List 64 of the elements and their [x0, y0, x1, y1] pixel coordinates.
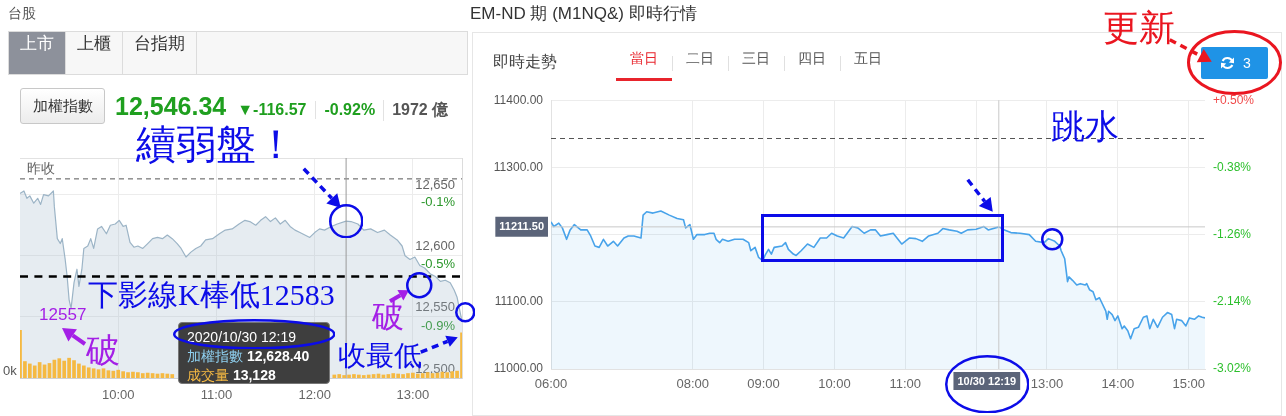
y2-tick-label: -2.14%	[1213, 294, 1252, 309]
tab-bar: 當日 二日 三日 四日 五日	[616, 50, 896, 81]
text: 0k	[3, 363, 17, 378]
text: -0.92%	[315, 101, 376, 119]
ref-line-label: 下影線K棒低12583	[88, 278, 335, 312]
bar	[165, 373, 170, 378]
y-tick-label: 11400.00	[493, 92, 544, 107]
y-tick-label: 11000.00	[493, 361, 544, 376]
bar	[57, 358, 62, 378]
bar	[91, 368, 96, 378]
text: 台股	[8, 5, 36, 23]
x-tick-label: 10:00	[818, 376, 851, 392]
ref-line-label: 11211.50	[499, 220, 544, 233]
text: 即時走勢	[493, 52, 557, 72]
y-tick-label: 12,550	[415, 299, 455, 315]
x-tick-label: 08:00	[676, 376, 709, 392]
x-tick-label: 10:00	[101, 387, 135, 403]
x-tick-label: 09:00	[747, 376, 780, 392]
annotation: 成交量 13,128	[187, 367, 276, 383]
text: 1972 億	[383, 100, 449, 121]
annotation: 續弱盤！	[136, 122, 297, 168]
y-tick-label: 12,600	[415, 238, 455, 254]
button: 3	[1201, 47, 1268, 79]
bar	[332, 374, 337, 378]
x-tick-label: 11:00	[889, 376, 922, 392]
button: 加權指數	[20, 88, 105, 124]
y2-tick-label: -0.5%	[421, 256, 456, 272]
annotation: 破	[371, 298, 404, 335]
y2-tick-label: -1.26%	[1213, 226, 1252, 241]
x-tick-label: 13:00	[1030, 376, 1064, 392]
y2-tick-label: -3.02%	[1213, 361, 1252, 376]
bar	[32, 365, 37, 378]
text: ▼-116.57	[237, 101, 307, 119]
bar	[386, 374, 391, 378]
chart-title: EM-ND 期 (M1NQ&) 即時行情	[470, 3, 697, 25]
bar	[111, 370, 116, 378]
bar	[366, 374, 371, 378]
bar	[445, 372, 450, 378]
annotation: 12557	[39, 305, 87, 325]
ref-line-label: 10/30 12:19	[957, 374, 1017, 387]
x-tick-label: 13:00	[396, 387, 430, 403]
x-tick-label: 14:00	[1101, 376, 1135, 392]
x-tick-label: 06:00	[534, 376, 568, 392]
y-tick-label: 11300.00	[493, 159, 544, 174]
tab-bar: 上市 上櫃 台指期	[8, 31, 468, 75]
tooltip: 2020/10/30 12:19 加權指數 12,628.40 成交量 13,128	[178, 322, 330, 384]
annotation: 破	[86, 332, 121, 370]
x-tick-label: 12:00	[298, 387, 331, 403]
text: 12,546.34	[115, 91, 227, 122]
text: 更新	[1103, 8, 1175, 48]
y-tick-label: 11100.00	[494, 294, 544, 309]
y2-tick-label: -0.9%	[421, 318, 456, 334]
annotation: 跳水	[1050, 108, 1119, 146]
x-tick-label: 15:00	[1172, 376, 1205, 392]
y2-tick-label: -0.1%	[421, 194, 456, 210]
x-tick-label: 11:00	[200, 387, 233, 403]
y2-tick-label: -0.38%	[1213, 159, 1252, 174]
bar	[145, 372, 150, 378]
y2-tick-label: +0.50%	[1213, 92, 1255, 107]
annotation: 2020/10/30 12:19	[187, 328, 297, 347]
annotation: 加權指數 12,628.40	[187, 348, 310, 364]
ref-line-label: 昨收	[27, 159, 55, 176]
y-tick-label: 12,650	[415, 177, 455, 193]
bar	[420, 373, 425, 378]
